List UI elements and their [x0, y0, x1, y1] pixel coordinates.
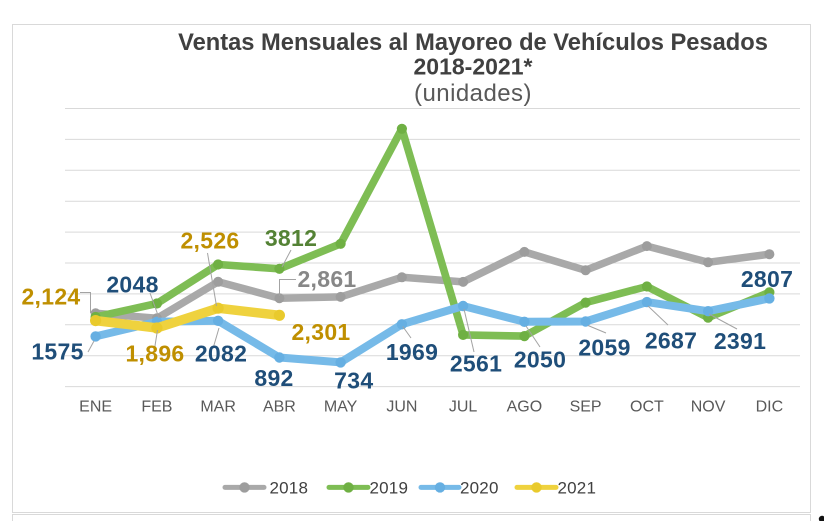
svg-text:2020: 2020: [460, 478, 499, 497]
svg-text:1969: 1969: [386, 339, 438, 365]
svg-text:2019: 2019: [370, 478, 409, 497]
svg-text:2048: 2048: [106, 271, 158, 297]
svg-text:OCT: OCT: [630, 399, 664, 416]
svg-text:2561: 2561: [450, 351, 502, 377]
svg-text:FEB: FEB: [141, 399, 172, 416]
svg-text:2807: 2807: [741, 266, 793, 292]
svg-text:3812: 3812: [265, 225, 317, 251]
svg-text:2050: 2050: [514, 347, 566, 373]
svg-text:JUN: JUN: [386, 399, 417, 416]
svg-text:ABR: ABR: [263, 399, 296, 416]
svg-text:JUL: JUL: [449, 399, 478, 416]
svg-text:AGO: AGO: [507, 399, 543, 416]
svg-text:DIC: DIC: [756, 399, 784, 416]
svg-text:2391: 2391: [714, 328, 766, 354]
svg-text:2018-2021*: 2018-2021*: [414, 54, 533, 80]
svg-text:892: 892: [254, 365, 293, 391]
svg-text:734: 734: [334, 368, 373, 394]
svg-text:2021: 2021: [558, 478, 597, 497]
svg-text:2018: 2018: [270, 478, 309, 497]
svg-text:MAR: MAR: [200, 399, 236, 416]
svg-text:ENE: ENE: [79, 399, 112, 416]
svg-text:2,301: 2,301: [291, 319, 350, 345]
svg-text:(unidades): (unidades): [414, 80, 532, 107]
svg-text:2,124: 2,124: [21, 284, 80, 310]
svg-text:2082: 2082: [195, 341, 247, 367]
svg-text:2059: 2059: [578, 335, 630, 361]
svg-text:MAY: MAY: [324, 399, 358, 416]
svg-text:2,526: 2,526: [180, 228, 239, 254]
svg-text:NOV: NOV: [691, 399, 726, 416]
svg-text:1575: 1575: [31, 339, 83, 365]
svg-text:1,896: 1,896: [125, 341, 184, 367]
svg-text:SEP: SEP: [570, 399, 602, 416]
svg-text:2,861: 2,861: [297, 266, 356, 292]
svg-text:Ventas Mensuales al Mayoreo de: Ventas Mensuales al Mayoreo de Vehículos…: [178, 30, 768, 56]
svg-text:2687: 2687: [645, 328, 697, 354]
